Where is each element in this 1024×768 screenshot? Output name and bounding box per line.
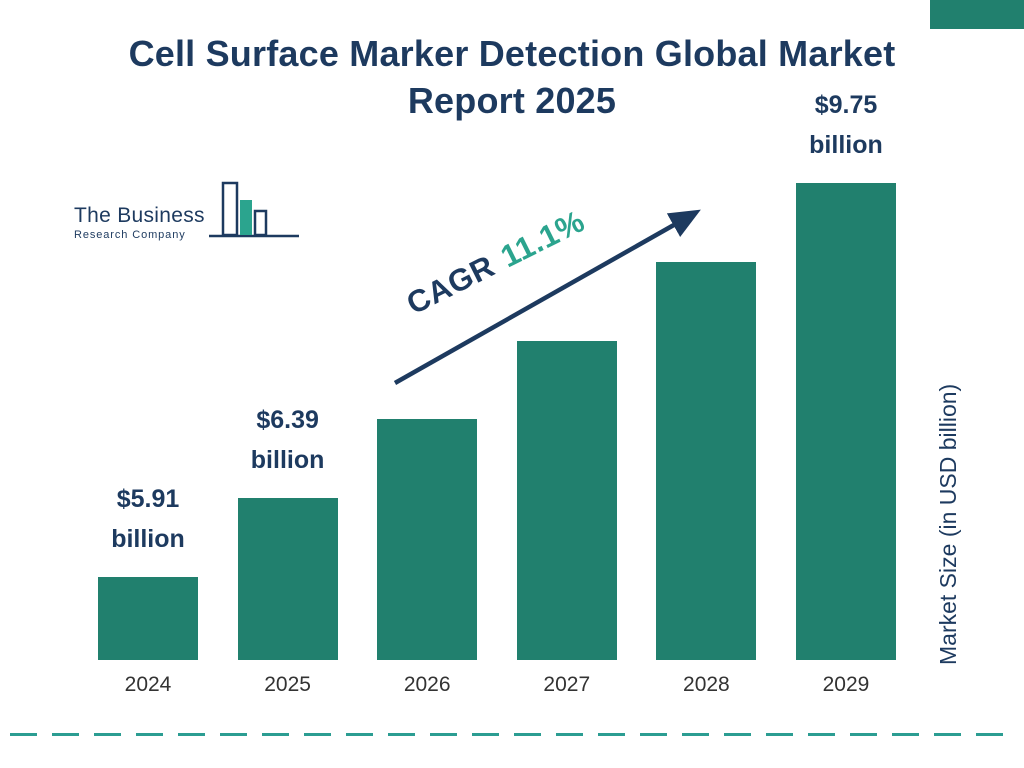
bar-value-unit: billion: [809, 131, 883, 159]
bar-2027: [516, 340, 617, 660]
bottom-dashed-divider: [10, 733, 1014, 736]
x-tick-2028: 2028: [683, 673, 730, 696]
bar-chart: $5.91 billion 2024 $6.39 billion 2025 2026 2027…: [98, 91, 896, 696]
page-title-line1: Cell Surface Marker Detection Global Mar…: [128, 33, 896, 74]
bar-column-2028: 2028: [656, 183, 757, 696]
bar-value-amount: $6.39: [256, 406, 319, 435]
x-tick-2027: 2027: [543, 673, 591, 696]
bar-2026: [377, 419, 478, 660]
bar-value-amount: $5.91: [116, 485, 180, 513]
bar-value-amount: $9.75: [814, 91, 878, 119]
bar-column-2029: $9.75 billion 2029: [795, 91, 896, 696]
x-tick-2026: 2026: [403, 673, 451, 696]
y-axis-label: Market Size (in USD billion): [935, 383, 961, 665]
x-tick-2024: 2024: [124, 673, 172, 696]
bar-column-2025: $6.39 billion 2025: [237, 183, 338, 696]
bar-2024: [98, 577, 198, 660]
corner-accent-bar: [930, 0, 1024, 29]
bar-chart-logo-icon: [208, 181, 299, 238]
page-title-line2: Report 2025: [407, 80, 617, 121]
bar-column-2024: $5.91 billion 2024: [98, 183, 198, 696]
bar-2028: [656, 261, 757, 660]
bar-value-label-2029: $9.75 billion: [771, 85, 921, 165]
bar-2025: [237, 498, 338, 660]
bar-value-unit: billion: [250, 446, 325, 475]
growth-arrow: [393, 209, 701, 385]
company-logo-text: The Business Research Company: [74, 204, 205, 244]
bar-column-2026: 2026: [377, 183, 478, 696]
page-title: Cell Surface Marker Detection Global Mar…: [0, 30, 1024, 124]
logo-company-subname: Research Company: [74, 229, 186, 241]
x-tick-2025: 2025: [264, 673, 311, 696]
company-logo: The Business Research Company: [74, 180, 301, 244]
bar-value-label-2024: $5.91 billion: [73, 479, 223, 559]
x-tick-2029: 2029: [822, 673, 870, 696]
bar-column-2027: 2027: [516, 183, 617, 696]
bar-value-unit: billion: [111, 525, 185, 553]
bar-2029: [795, 183, 896, 660]
bar-value-label-2025: $6.39 billion: [213, 400, 363, 480]
logo-company-name: The Business: [74, 204, 205, 227]
